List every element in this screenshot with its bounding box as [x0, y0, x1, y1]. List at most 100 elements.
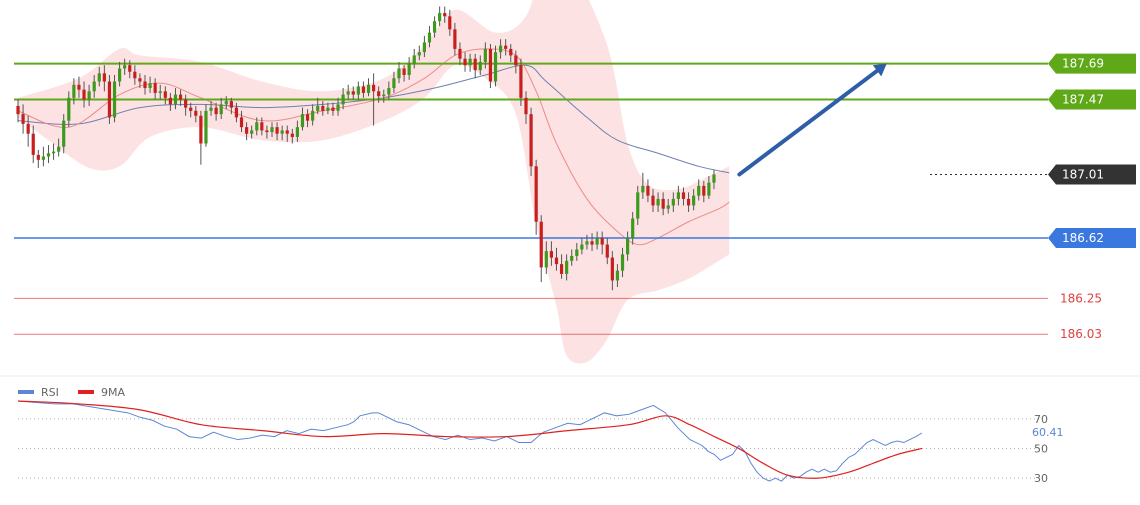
candle-body	[219, 104, 223, 115]
candle-body	[697, 185, 701, 196]
candle-body	[661, 198, 665, 209]
candle-body	[234, 107, 239, 118]
candle-body	[509, 48, 513, 56]
candle-body	[448, 16, 452, 30]
candle-body	[366, 84, 371, 93]
candle-body	[290, 133, 294, 137]
candle-body	[519, 65, 523, 98]
candle-body	[214, 107, 218, 115]
candle-body	[407, 63, 411, 75]
candle-body	[92, 81, 96, 92]
candle-body	[336, 104, 340, 111]
candle-body	[356, 86, 360, 95]
candle-body	[245, 127, 249, 134]
candle-body	[631, 218, 635, 239]
candle-body	[493, 52, 498, 82]
candle-body	[270, 127, 274, 133]
candle-body	[392, 78, 396, 89]
candle-body	[656, 198, 660, 206]
level-label-support-1: 186.25	[1060, 291, 1102, 305]
candle-body	[712, 174, 716, 183]
rsi-current-value: 60.41	[1032, 426, 1064, 439]
candle-body	[620, 254, 625, 271]
candle-body	[123, 65, 127, 69]
candle-body	[77, 84, 81, 90]
candle-body	[671, 198, 675, 206]
rsi-panel: RSI 9MA 70 50 30 60.41	[17, 386, 1064, 485]
rsi-ma9-line	[17, 400, 923, 479]
candle-body	[397, 68, 401, 79]
candle-body	[422, 42, 426, 53]
candle-body	[559, 264, 564, 274]
level-label-support-2: 186.03	[1060, 327, 1102, 341]
candle-body	[646, 185, 650, 196]
candle-body	[280, 130, 284, 134]
candle-body	[595, 238, 599, 245]
candle-body	[143, 81, 147, 89]
candle-body	[209, 107, 213, 111]
rsi-tick-50: 50	[1034, 442, 1048, 455]
candle-body	[46, 153, 51, 157]
candle-body	[453, 29, 457, 49]
level-label-pivot: 186.62	[1062, 231, 1104, 245]
candle-body	[432, 21, 437, 33]
candle-body	[615, 270, 620, 281]
candle-body	[600, 238, 604, 245]
candle-body	[570, 255, 574, 261]
ma-slow-line	[17, 64, 730, 174]
candle-body	[438, 13, 442, 22]
candle-body	[402, 68, 406, 75]
candle-body	[636, 192, 640, 219]
candle-body	[565, 260, 569, 274]
candle-body	[305, 114, 310, 121]
candle-body	[605, 244, 609, 258]
candle-body	[473, 58, 477, 71]
candle-body	[255, 122, 259, 131]
candle-body	[229, 101, 233, 108]
candle-body	[554, 257, 559, 265]
candle-body	[372, 84, 376, 92]
candle-body	[412, 55, 416, 64]
candle-body	[26, 123, 30, 134]
level-badge-resistance-1	[1048, 89, 1136, 110]
candle-body	[443, 13, 447, 17]
volatility-band	[18, 0, 730, 364]
candle-body	[524, 97, 528, 115]
candle-body	[168, 97, 172, 105]
candle-body	[138, 78, 142, 82]
candle-body	[153, 83, 157, 93]
candle-body	[468, 58, 472, 66]
level-badge-current-price	[1048, 164, 1136, 185]
candle-body	[427, 32, 432, 43]
candle-body	[463, 58, 467, 66]
candle-body	[483, 48, 487, 62]
price-panel: 187.69 187.47 187.01 186.62 186.25 186.03	[14, 0, 1136, 364]
candle-body	[189, 107, 193, 111]
candle-body	[575, 249, 579, 256]
candle-body	[285, 130, 289, 134]
candle-body	[666, 205, 670, 209]
rsi-tick-30: 30	[1034, 472, 1048, 485]
candle-body	[163, 91, 167, 98]
candle-body	[361, 86, 366, 93]
candle-body	[341, 94, 345, 105]
candle-body	[300, 114, 305, 128]
rsi-tick-70: 70	[1034, 413, 1048, 426]
legend-swatch-rsi	[18, 390, 34, 394]
candle-body	[316, 105, 320, 111]
candle-body	[133, 71, 137, 79]
candle-body	[97, 73, 101, 82]
candle-body	[118, 68, 122, 82]
legend-swatch-9ma	[78, 390, 94, 394]
candle-body	[651, 195, 655, 206]
candle-body	[107, 81, 112, 118]
candle-body	[458, 48, 462, 59]
candle-body	[260, 122, 264, 131]
projection-arrow-head	[872, 63, 887, 77]
candle-body	[529, 114, 533, 167]
candle-body	[158, 91, 162, 93]
candle-body	[112, 81, 117, 118]
candle-body	[504, 45, 508, 49]
candle-body	[326, 107, 330, 111]
